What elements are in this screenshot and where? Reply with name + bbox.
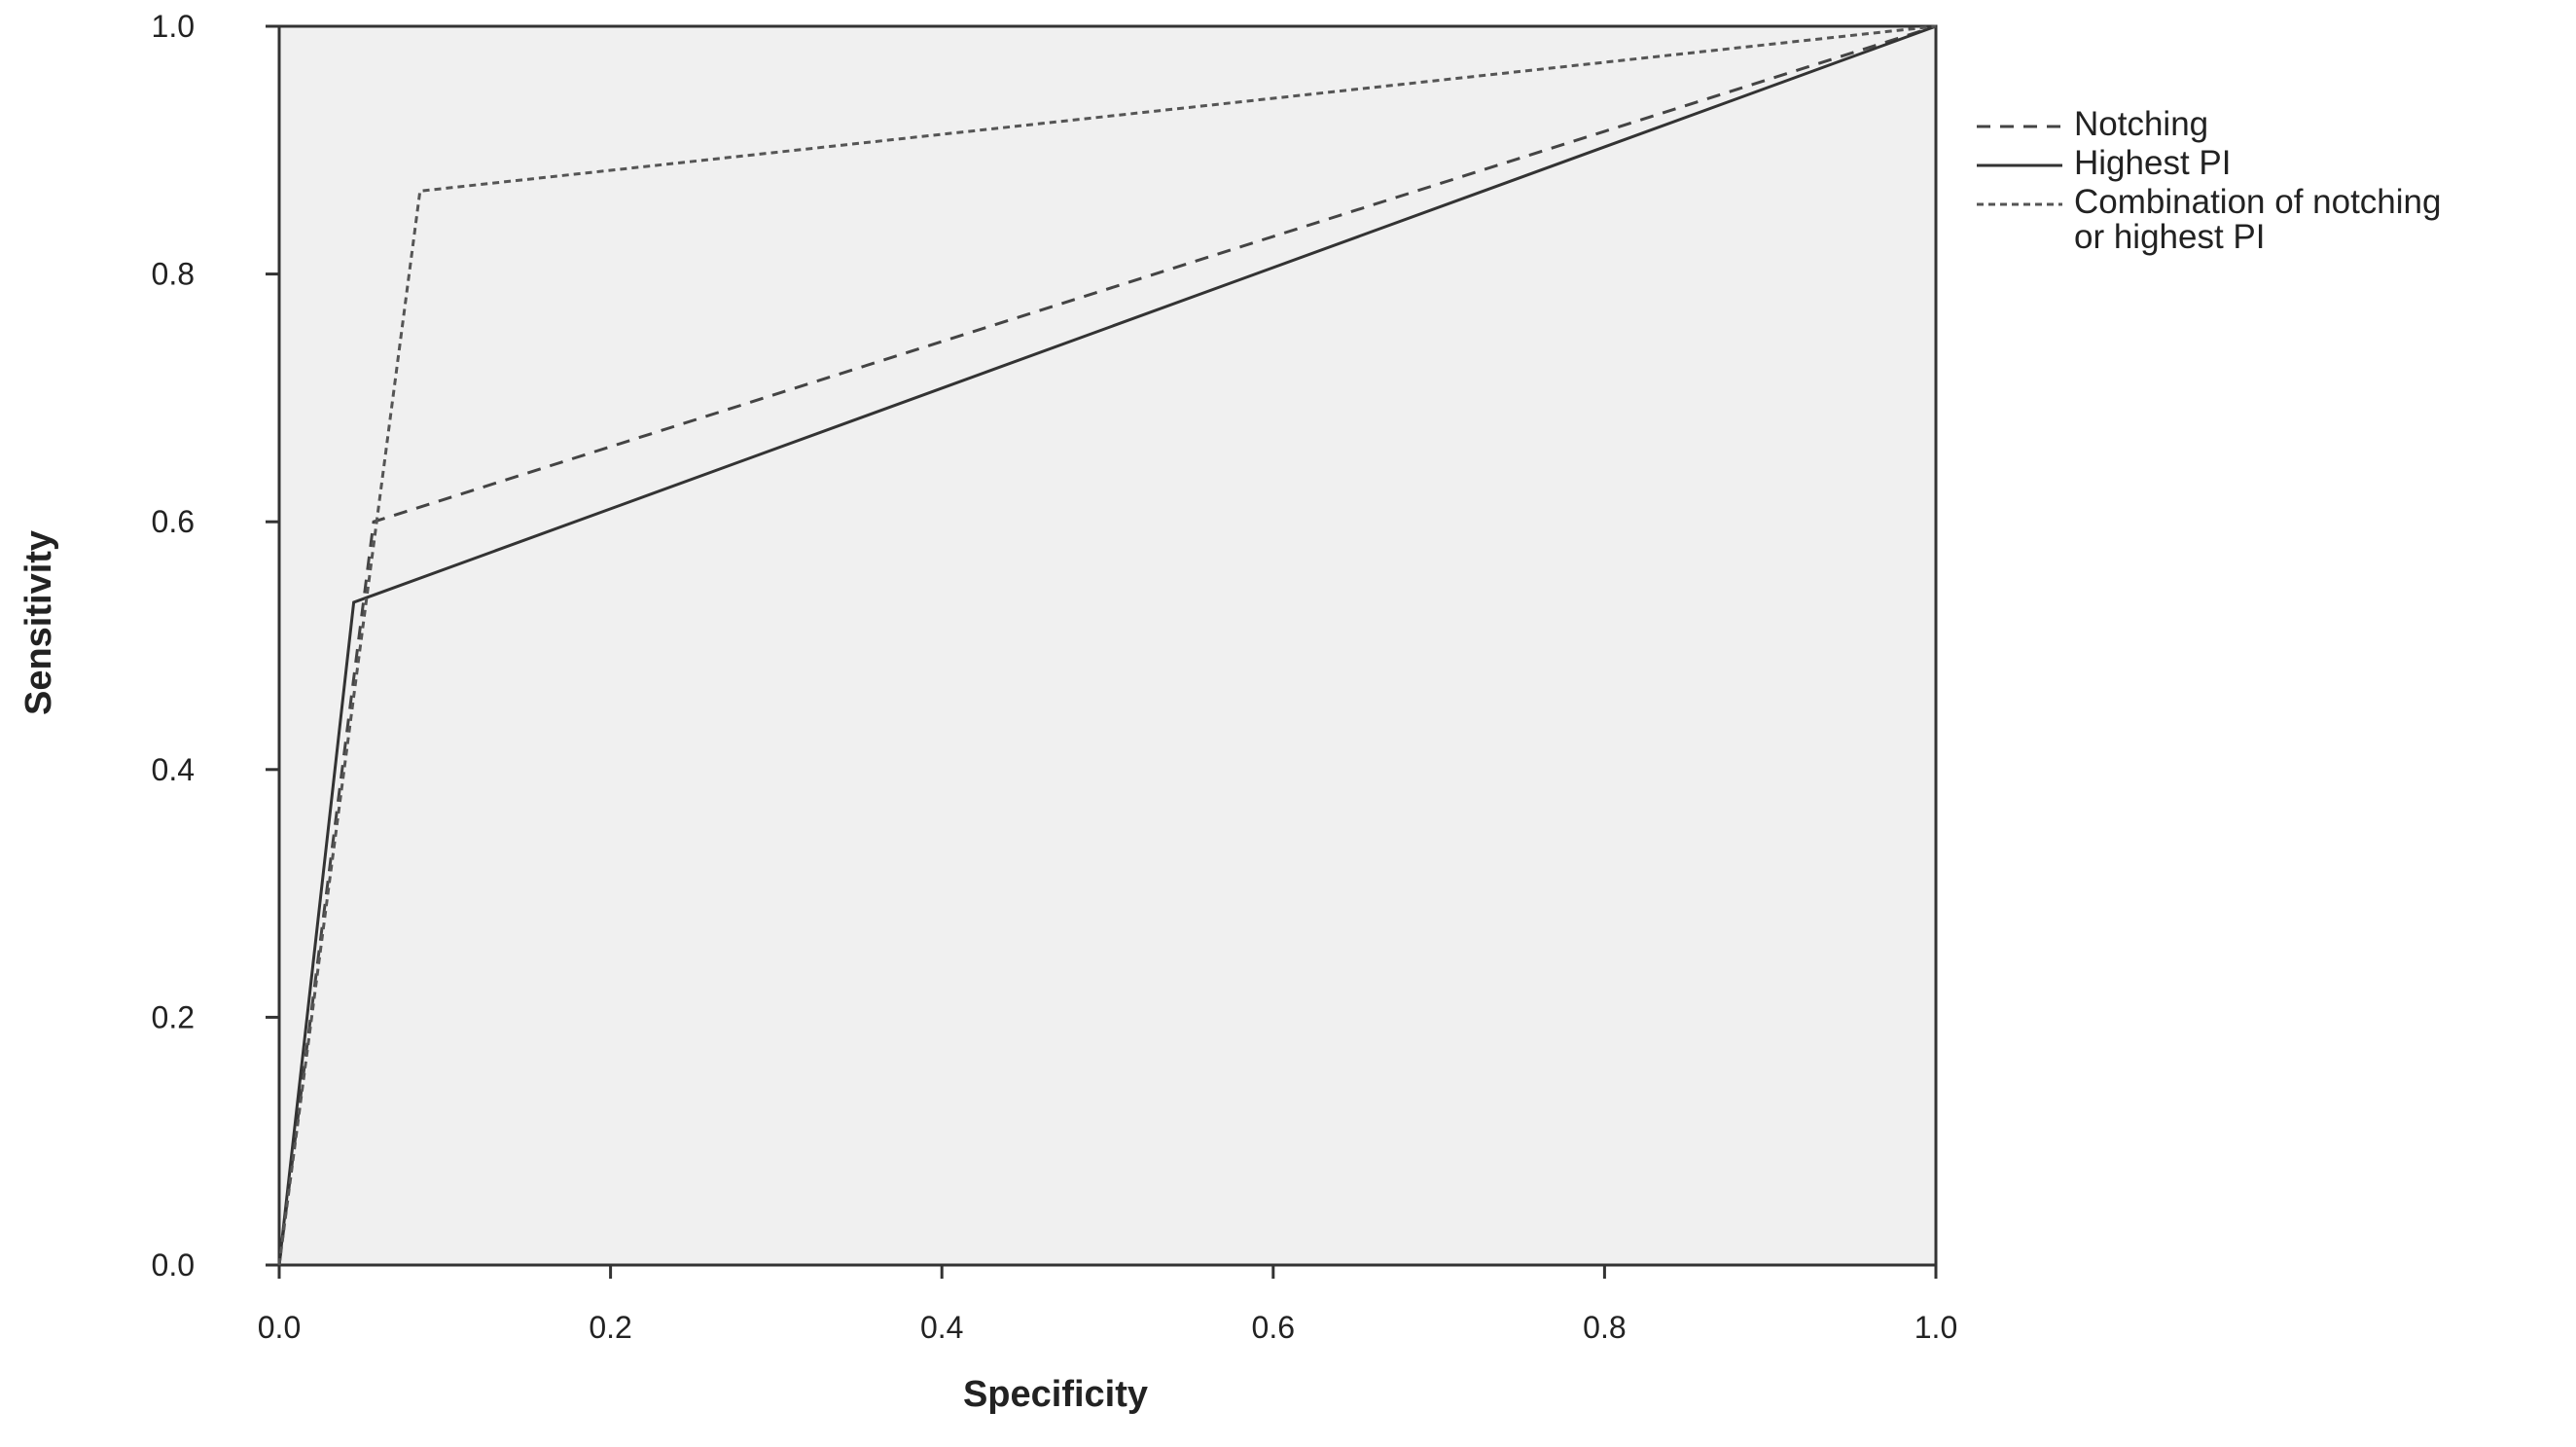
x-tick-label: 0.8 xyxy=(1583,1310,1626,1345)
y-axis-title: Sensitivity xyxy=(18,530,59,715)
x-axis-title: Specificity xyxy=(963,1374,1148,1415)
roc-line xyxy=(277,24,1937,1266)
x-tick-label: 0.4 xyxy=(920,1310,963,1345)
y-tick-label: 0.8 xyxy=(152,257,195,292)
y-tick-label: 0.4 xyxy=(152,752,195,787)
legend-item: Combination of notching or highest PI xyxy=(1975,185,2444,255)
legend-swatch xyxy=(1977,163,2062,167)
plot-area xyxy=(277,24,1938,1267)
roc-line xyxy=(277,24,1937,1266)
y-tick-label: 0.2 xyxy=(152,999,195,1034)
legend-item: Highest PI xyxy=(1975,146,2444,181)
y-tick-label: 0.6 xyxy=(152,504,195,539)
x-tick-label: 0.6 xyxy=(1252,1310,1295,1345)
x-tick-label: 0.0 xyxy=(258,1310,301,1345)
legend-swatch xyxy=(1977,202,2062,206)
legend-label: Notching xyxy=(2074,105,2209,143)
x-tick-label: 0.2 xyxy=(589,1310,631,1345)
y-tick-label: 0.0 xyxy=(152,1248,195,1283)
legend-item: Notching xyxy=(1975,107,2444,142)
legend-swatch xyxy=(1977,125,2062,128)
legend: Notching Highest PI Combination of notchin… xyxy=(1975,107,2444,259)
y-tick-label: 1.0 xyxy=(152,9,195,44)
legend-label: Combination of notching or highest PI xyxy=(2074,183,2442,256)
x-tick-label: 1.0 xyxy=(1914,1310,1957,1345)
legend-label: Highest PI xyxy=(2074,144,2232,182)
